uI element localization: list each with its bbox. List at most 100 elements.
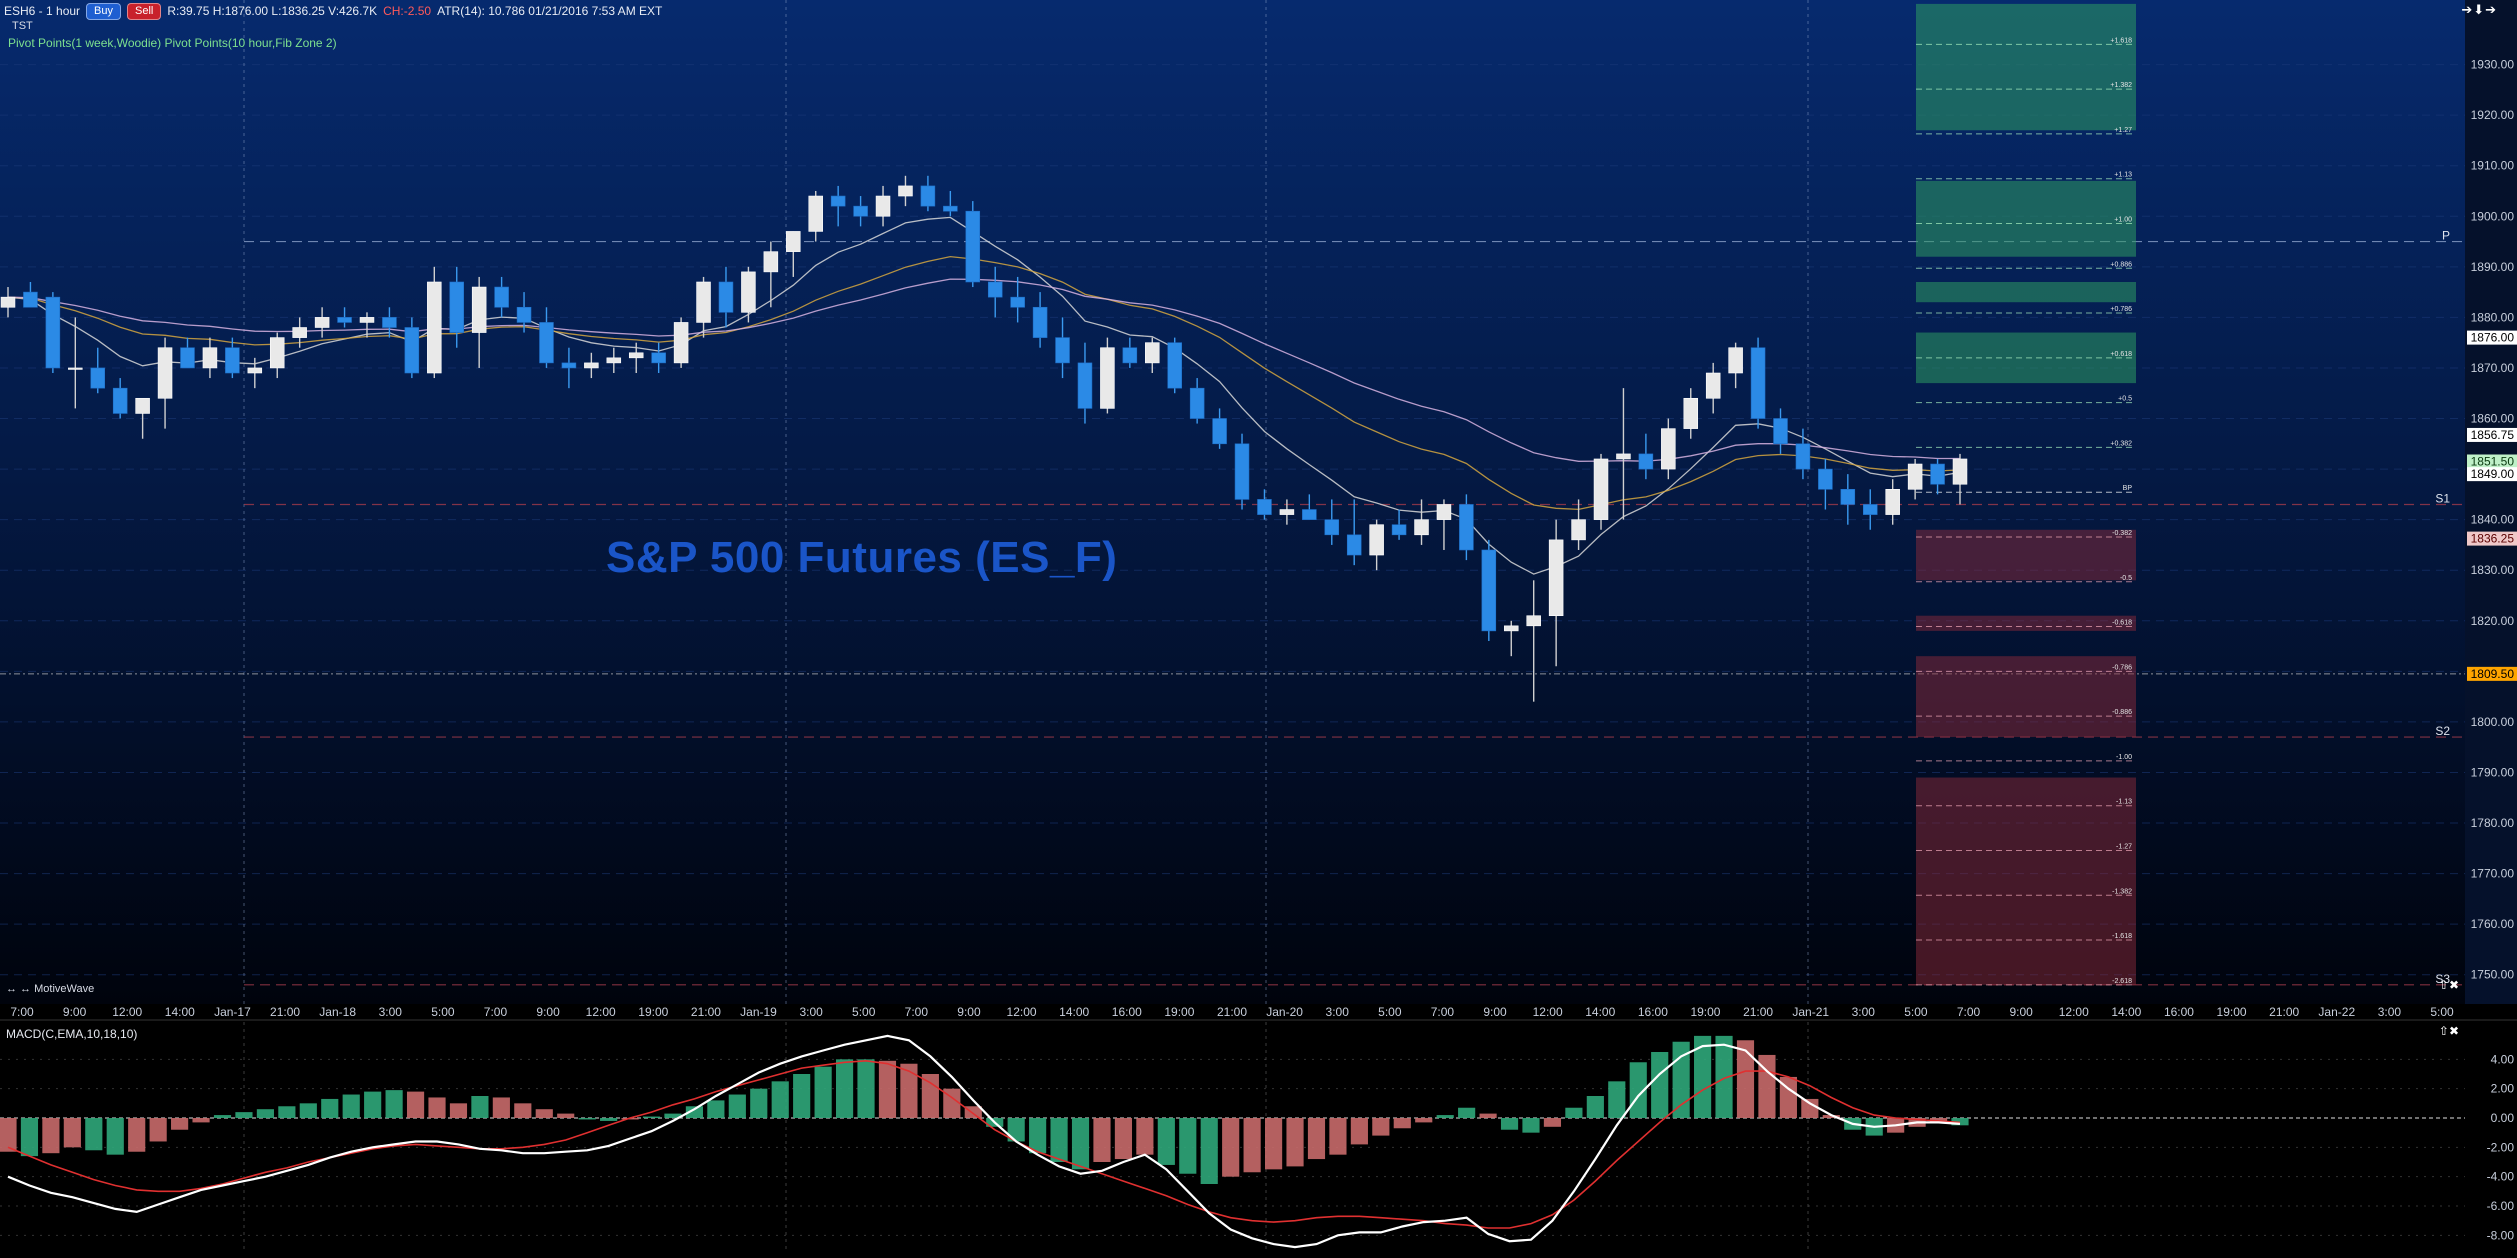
- fib-zone: [1916, 3, 2136, 131]
- price-tick-label: 1870.00: [2471, 361, 2515, 375]
- macd-pane-close-icon[interactable]: ⇧✖: [2438, 1024, 2459, 1038]
- pivot-label: S2: [2435, 724, 2450, 738]
- candle-body: [1773, 418, 1788, 445]
- macd-histogram-bar: [106, 1118, 124, 1155]
- candle-body: [314, 317, 330, 328]
- macd-histogram-bar: [857, 1059, 875, 1118]
- candle-body: [987, 281, 1003, 298]
- time-tick-label: 14:00: [2111, 1005, 2141, 1019]
- macd-histogram-bar: [835, 1059, 854, 1118]
- buy-button[interactable]: Buy: [86, 2, 122, 20]
- macd-histogram-bar: [1500, 1118, 1519, 1130]
- macd-histogram-bar: [750, 1088, 768, 1118]
- candle-body: [202, 347, 218, 369]
- fib-level-label: -0.5: [2120, 575, 2132, 582]
- price-tick-label: 1800.00: [2471, 715, 2515, 729]
- fib-level-label: +0.5: [2118, 396, 2132, 403]
- candle-body: [673, 322, 689, 364]
- macd-histogram-bar: [878, 1060, 897, 1118]
- pivot-label: S3: [2435, 972, 2450, 986]
- fib-zone: [1916, 180, 2136, 257]
- macd-histogram-bar: [1114, 1118, 1133, 1160]
- fib-level-label: +0.886: [2110, 261, 2132, 268]
- moving-average-line: [7, 278, 1960, 462]
- candle-body: [1032, 306, 1048, 338]
- macd-tick-label: 2.00: [2491, 1082, 2515, 1096]
- macd-histogram-bar: [600, 1118, 618, 1121]
- candle-body: [1212, 418, 1227, 445]
- chart-nav-icons[interactable]: ➔⬇➔: [2461, 2, 2497, 17]
- candle-body: [1504, 625, 1519, 632]
- candle-body: [584, 362, 599, 369]
- fib-level-label: -1.27: [2116, 843, 2132, 850]
- time-tick-label: 3:00: [799, 1005, 823, 1019]
- candle-body: [1055, 337, 1070, 364]
- macd-histogram-bar: [1543, 1118, 1562, 1127]
- pivot-label: P: [2442, 229, 2450, 243]
- time-tick-label: 3:00: [1852, 1005, 1876, 1019]
- macd-histogram-bar: [1307, 1118, 1326, 1160]
- macd-histogram-bar: [1071, 1118, 1090, 1170]
- price-pane-resize-icon[interactable]: ⇧✖: [2438, 978, 2459, 992]
- time-tick-label: 21:00: [1217, 1005, 1247, 1019]
- macd-histogram-bar: [900, 1063, 918, 1118]
- macd-histogram-bar: [1608, 1081, 1626, 1118]
- time-tick-label: 12:00: [2059, 1005, 2089, 1019]
- macd-histogram-bar: [1007, 1118, 1025, 1142]
- fib-zone: [1916, 656, 2136, 738]
- time-tick-label: 19:00: [1164, 1005, 1194, 1019]
- macd-line: [7, 1034, 1961, 1249]
- price-badge-label: 1849.00: [2471, 467, 2515, 481]
- candle-body: [830, 195, 846, 207]
- macd-histogram-bar: [642, 1116, 661, 1118]
- sell-button[interactable]: Sell: [127, 2, 162, 20]
- candle-body: [225, 347, 240, 374]
- candle-body: [112, 387, 128, 414]
- candle-body: [1279, 509, 1295, 515]
- fib-level-label: +1.00: [2114, 216, 2132, 223]
- price-tick-label: 1770.00: [2471, 867, 2515, 881]
- macd-tick-label: 4.00: [2491, 1052, 2515, 1066]
- studies-label[interactable]: Pivot Points(1 week,Woodie) Pivot Points…: [8, 36, 337, 50]
- candle-body: [1661, 428, 1676, 470]
- candle-body: [1907, 463, 1923, 490]
- candle-body: [1167, 342, 1182, 389]
- candle-body: [1302, 509, 1317, 520]
- fib-level-label: -1.13: [2116, 799, 2132, 806]
- symbol-label[interactable]: ESH6 - 1 hour: [4, 4, 81, 18]
- macd-histogram-bar: [771, 1081, 789, 1118]
- price-tick-label: 1790.00: [2471, 765, 2515, 779]
- candle-body: [539, 322, 554, 364]
- fib-zone: [1916, 529, 2136, 581]
- candle-body: [943, 205, 958, 212]
- macd-histogram-bar: [213, 1115, 232, 1118]
- macd-histogram-bar: [449, 1103, 468, 1118]
- time-tick-label: 16:00: [1638, 1005, 1668, 1019]
- candle-body: [1818, 468, 1833, 490]
- time-tick-label: 14:00: [1059, 1005, 1089, 1019]
- fib-zone: [1916, 777, 2136, 985]
- fib-level-label: +0.618: [2110, 351, 2132, 358]
- macd-histogram-bar: [728, 1094, 746, 1118]
- time-tick-label: 7:00: [1957, 1005, 1981, 1019]
- candle-body: [853, 205, 868, 217]
- price-badge-label: 1876.00: [2471, 331, 2515, 345]
- macd-histogram-bar: [557, 1113, 575, 1118]
- macd-histogram-bar: [1736, 1040, 1755, 1118]
- fib-level-label: +1.382: [2110, 82, 2132, 89]
- time-tick-label: 7:00: [1431, 1005, 1455, 1019]
- price-tick-label: 1880.00: [2471, 310, 2515, 324]
- macd-histogram-bar: [535, 1109, 553, 1118]
- macd-histogram-bar: [814, 1066, 832, 1118]
- macd-histogram-bar: [149, 1118, 167, 1142]
- macd-histogram-bar: [1458, 1107, 1476, 1118]
- candle-body: [337, 317, 352, 323]
- macd-histogram-bar: [1050, 1118, 1068, 1162]
- candle-body: [875, 195, 891, 217]
- candle-body: [1481, 549, 1497, 632]
- candle-body: [1795, 443, 1811, 470]
- macd-histogram-bar: [664, 1113, 682, 1118]
- macd-histogram-bar: [406, 1091, 425, 1118]
